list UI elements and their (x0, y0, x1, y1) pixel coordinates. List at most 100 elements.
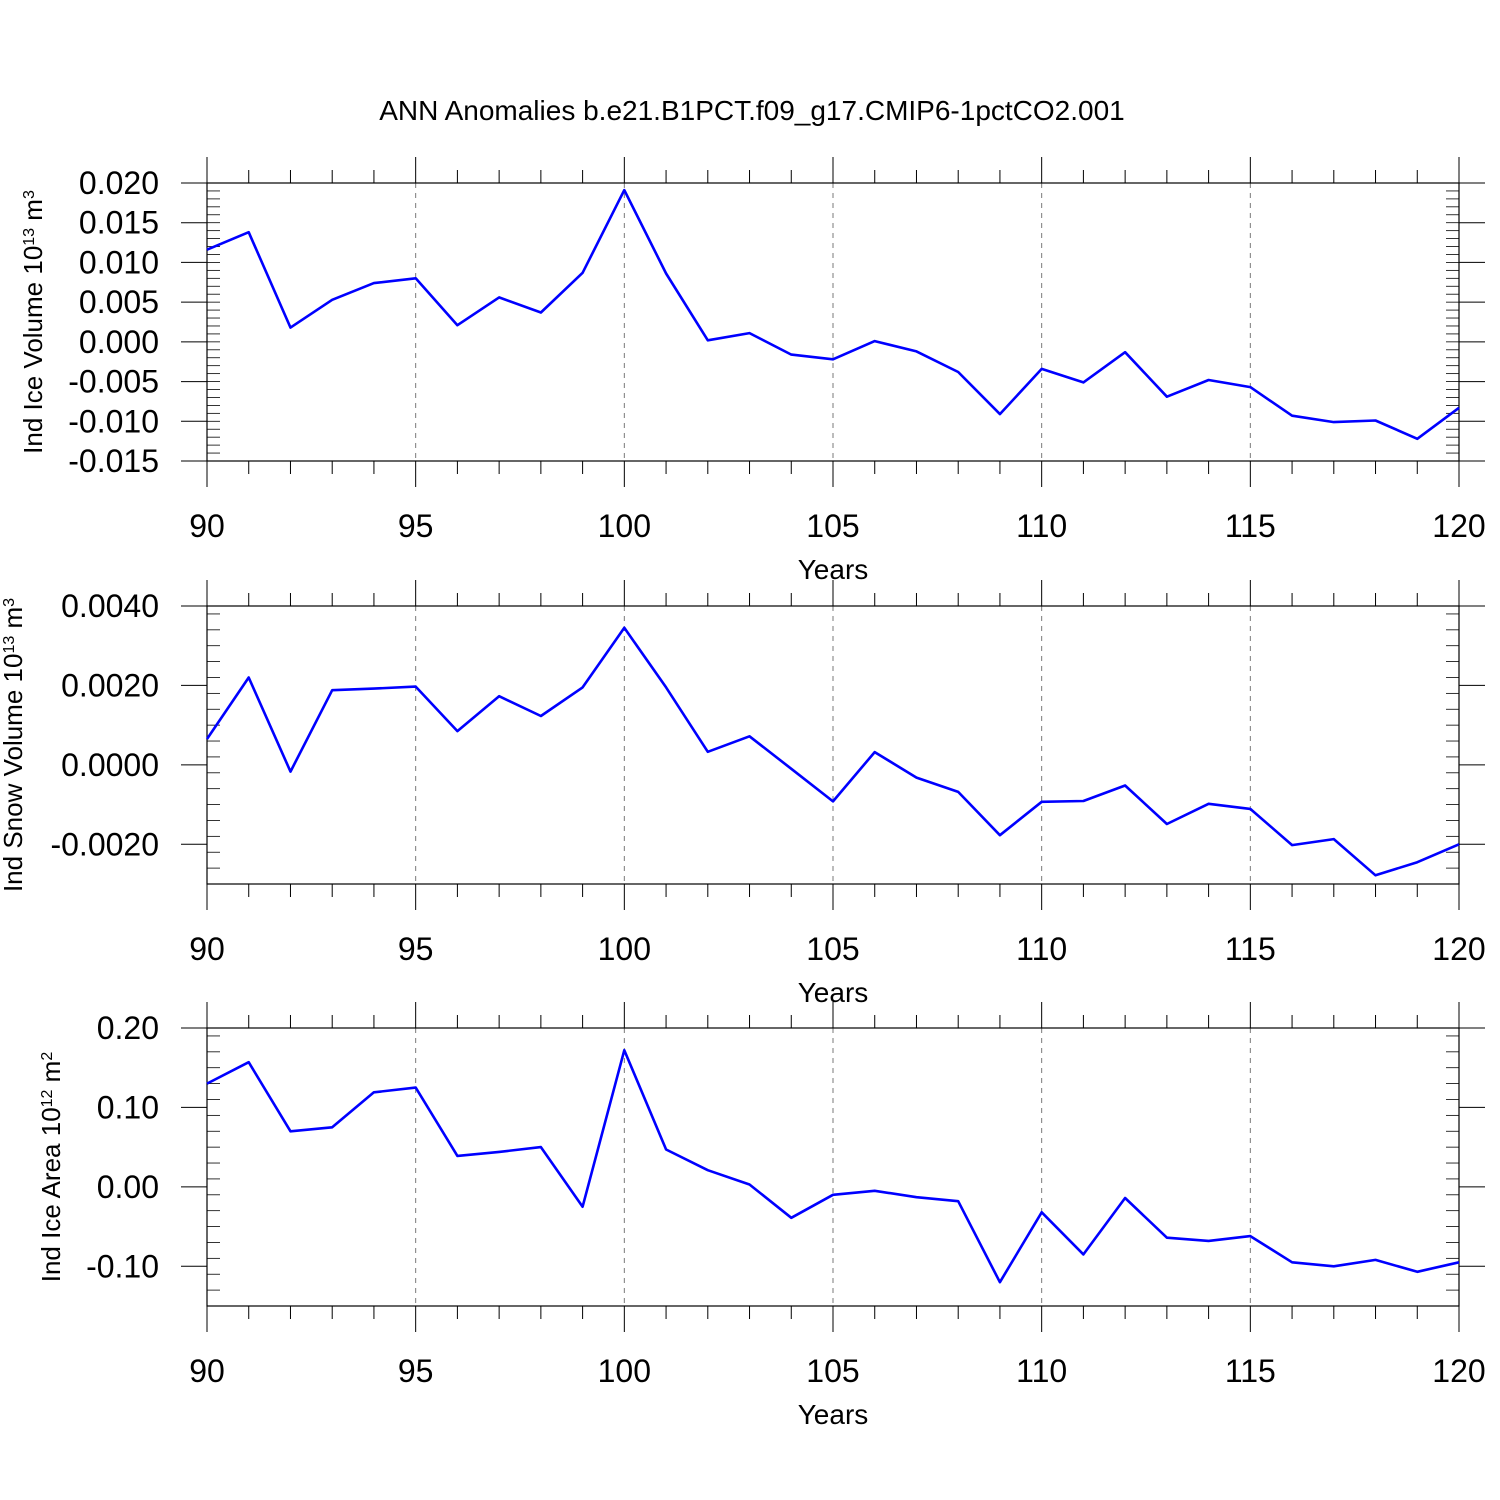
data-point (1081, 799, 1085, 803)
x-tick-label: 115 (1225, 1353, 1276, 1389)
data-point (1039, 1210, 1043, 1214)
x-tick-label: 105 (806, 508, 859, 544)
data-point (1415, 437, 1419, 441)
y-tick-label: -0.010 (68, 403, 159, 439)
data-point (539, 714, 543, 718)
data-point (205, 248, 209, 252)
x-tick-label: 100 (598, 1353, 651, 1389)
data-point (622, 1048, 626, 1052)
y-axis-label: Ind Ice Area 1012 m2 (36, 1052, 66, 1283)
data-point (873, 1189, 877, 1193)
y-tick-label: 0.020 (79, 165, 159, 201)
y-tick-label: 0.20 (97, 1010, 159, 1046)
data-point (664, 1147, 668, 1151)
data-point (497, 295, 501, 299)
panel-ice-area: 0.20 0.10 0.00 -0.10 90 95 100 105 110 115 120 Year… (36, 1002, 1486, 1430)
data-point (706, 338, 710, 342)
data-point (372, 281, 376, 285)
y-tick-label: 0.005 (79, 284, 159, 320)
y-axis-label-text: m (36, 1061, 66, 1090)
y-tick-label: 0.10 (97, 1089, 159, 1125)
data-point (1248, 385, 1252, 389)
y-axis-label: Ind Ice Volume 1013 m3 (18, 190, 48, 454)
x-tick-label: 110 (1016, 1353, 1067, 1389)
data-point (831, 1193, 835, 1197)
data-point (1415, 860, 1419, 864)
x-tick-label: 115 (1225, 931, 1276, 967)
data-point (998, 833, 1002, 837)
data-point (1457, 842, 1461, 846)
data-point (664, 685, 668, 689)
data-point (956, 370, 960, 374)
y-axis-label-superscript: 3 (1, 598, 18, 607)
data-point (789, 1216, 793, 1220)
x-tick-label: 90 (189, 931, 225, 967)
data-point (372, 1090, 376, 1094)
data-point (664, 271, 668, 275)
data-point (1373, 873, 1377, 877)
data-point (205, 1081, 209, 1085)
data-point (580, 1205, 584, 1209)
data-point (706, 750, 710, 754)
y-tick-label: 0.000 (79, 324, 159, 360)
data-point (1248, 1234, 1252, 1238)
x-tick-label: 105 (806, 931, 859, 967)
data-point (1081, 380, 1085, 384)
data-series-line (206, 1048, 1460, 1284)
y-tick-label: 0.0020 (61, 667, 159, 703)
x-tick-label: 95 (398, 931, 434, 967)
y-tick-label: -0.005 (68, 364, 159, 400)
data-point (914, 1195, 918, 1199)
data-point (1373, 418, 1377, 422)
data-point (1290, 414, 1294, 418)
x-tick-label: 120 (1432, 1353, 1485, 1389)
y-axis-label-superscript: 13 (21, 228, 38, 246)
y-axis-label-text: Ind Ice Volume 10 (18, 246, 48, 454)
x-tick-label: 120 (1432, 508, 1485, 544)
data-point (455, 1154, 459, 1158)
data-point (956, 1199, 960, 1203)
data-point (831, 799, 835, 803)
x-tick-label: 110 (1016, 508, 1067, 544)
y-axis-label-superscript: 13 (1, 636, 18, 654)
data-point (1123, 783, 1127, 787)
data-point (706, 1168, 710, 1172)
x-tick-label: 100 (598, 508, 651, 544)
y-axis-label-superscript: 3 (21, 190, 38, 199)
data-point (497, 694, 501, 698)
data-point (455, 323, 459, 327)
data-point (413, 684, 417, 688)
data-point (580, 685, 584, 689)
x-tick-label: 115 (1225, 508, 1276, 544)
x-tick-label: 120 (1432, 931, 1485, 967)
x-tick-label: 90 (189, 1353, 225, 1389)
y-tick-label: -0.0020 (50, 826, 159, 862)
data-point (1332, 837, 1336, 841)
data-point (1332, 1264, 1336, 1268)
y-axis-label-text: m (0, 607, 28, 636)
y-tick-label: 0.0040 (61, 588, 159, 624)
data-point (1332, 420, 1336, 424)
data-point (1123, 1196, 1127, 1200)
y-tick-label: -0.10 (86, 1248, 159, 1284)
data-point (247, 675, 251, 679)
data-point (1248, 807, 1252, 811)
data-point (789, 352, 793, 356)
y-axis-label-text: Ind Ice Area 10 (36, 1107, 66, 1282)
y-tick-label: 0.0000 (61, 747, 159, 783)
data-point (455, 729, 459, 733)
data-series-line (206, 188, 1460, 441)
data-point (998, 412, 1002, 416)
data-point (1039, 367, 1043, 371)
x-tick-label: 95 (398, 1353, 434, 1389)
data-point (622, 626, 626, 630)
data-point (873, 750, 877, 754)
data-point (1039, 800, 1043, 804)
data-point (205, 737, 209, 741)
data-point (747, 1182, 751, 1186)
data-point (747, 734, 751, 738)
data-point (413, 1085, 417, 1089)
x-tick-label: 105 (806, 1353, 859, 1389)
y-axis-label-text: Ind Snow Volume 10 (0, 654, 28, 893)
